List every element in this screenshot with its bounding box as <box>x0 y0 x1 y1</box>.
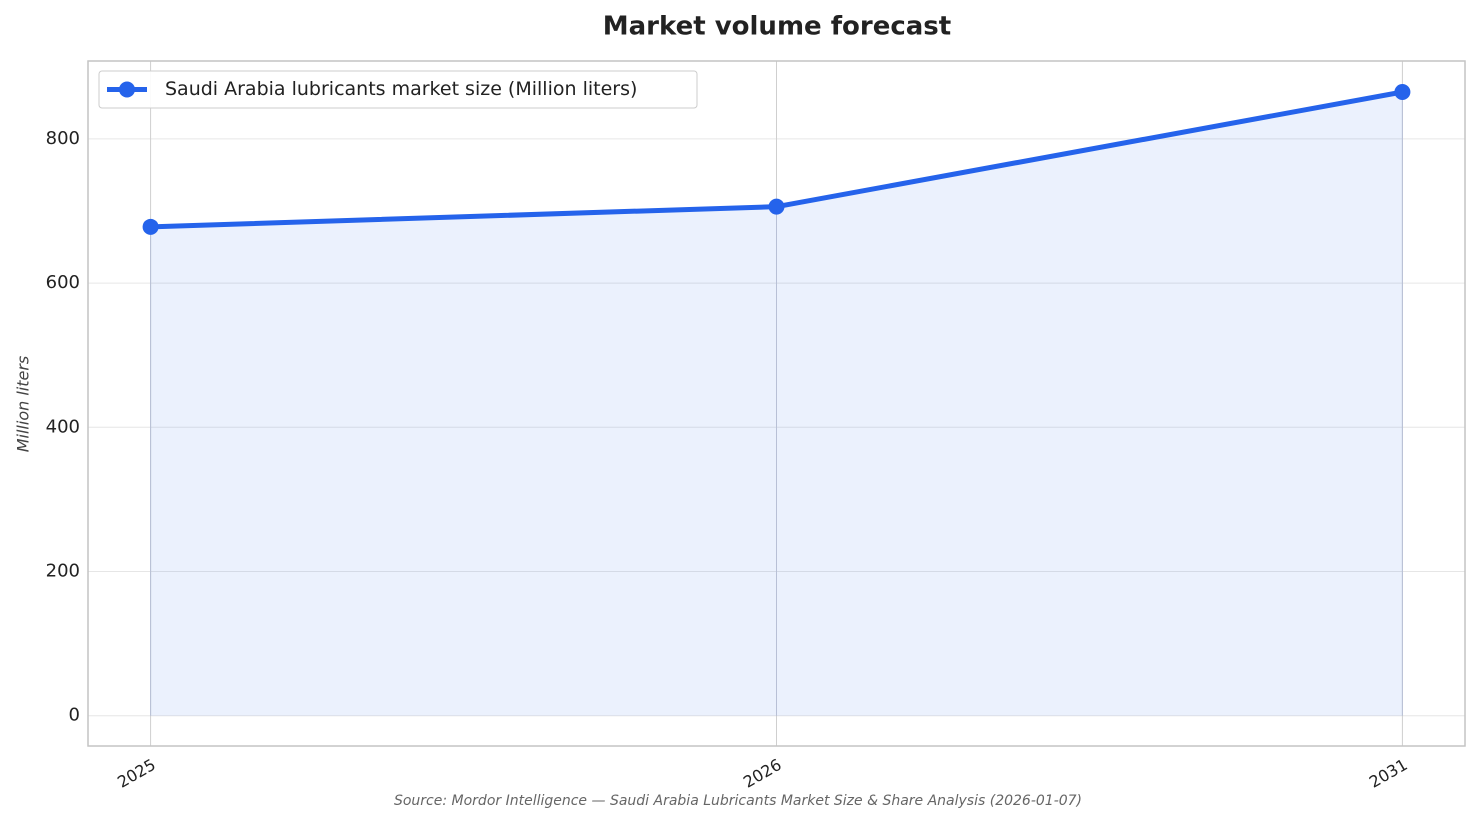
plot-frame <box>87 60 1466 747</box>
y-tick-label: 800 <box>46 128 80 149</box>
y-tick-label: 600 <box>46 272 80 293</box>
y-tick-label: 400 <box>46 416 80 437</box>
y-tick-label: 0 <box>69 705 80 726</box>
source-note: Source: Mordor Intelligence — Saudi Arab… <box>394 793 1082 809</box>
y-axis-label: Million liters <box>14 356 33 453</box>
legend-marker <box>119 81 135 98</box>
y-tick-label: 200 <box>46 561 80 582</box>
legend-label: Saudi Arabia lubricants market size (Mil… <box>165 78 637 100</box>
marker <box>1394 84 1411 101</box>
marker <box>768 198 785 215</box>
legend-box <box>98 70 698 109</box>
chart-title: Market volume forecast <box>603 12 951 42</box>
legend: Saudi Arabia lubricants market size (Mil… <box>98 70 698 109</box>
marker <box>142 218 159 235</box>
